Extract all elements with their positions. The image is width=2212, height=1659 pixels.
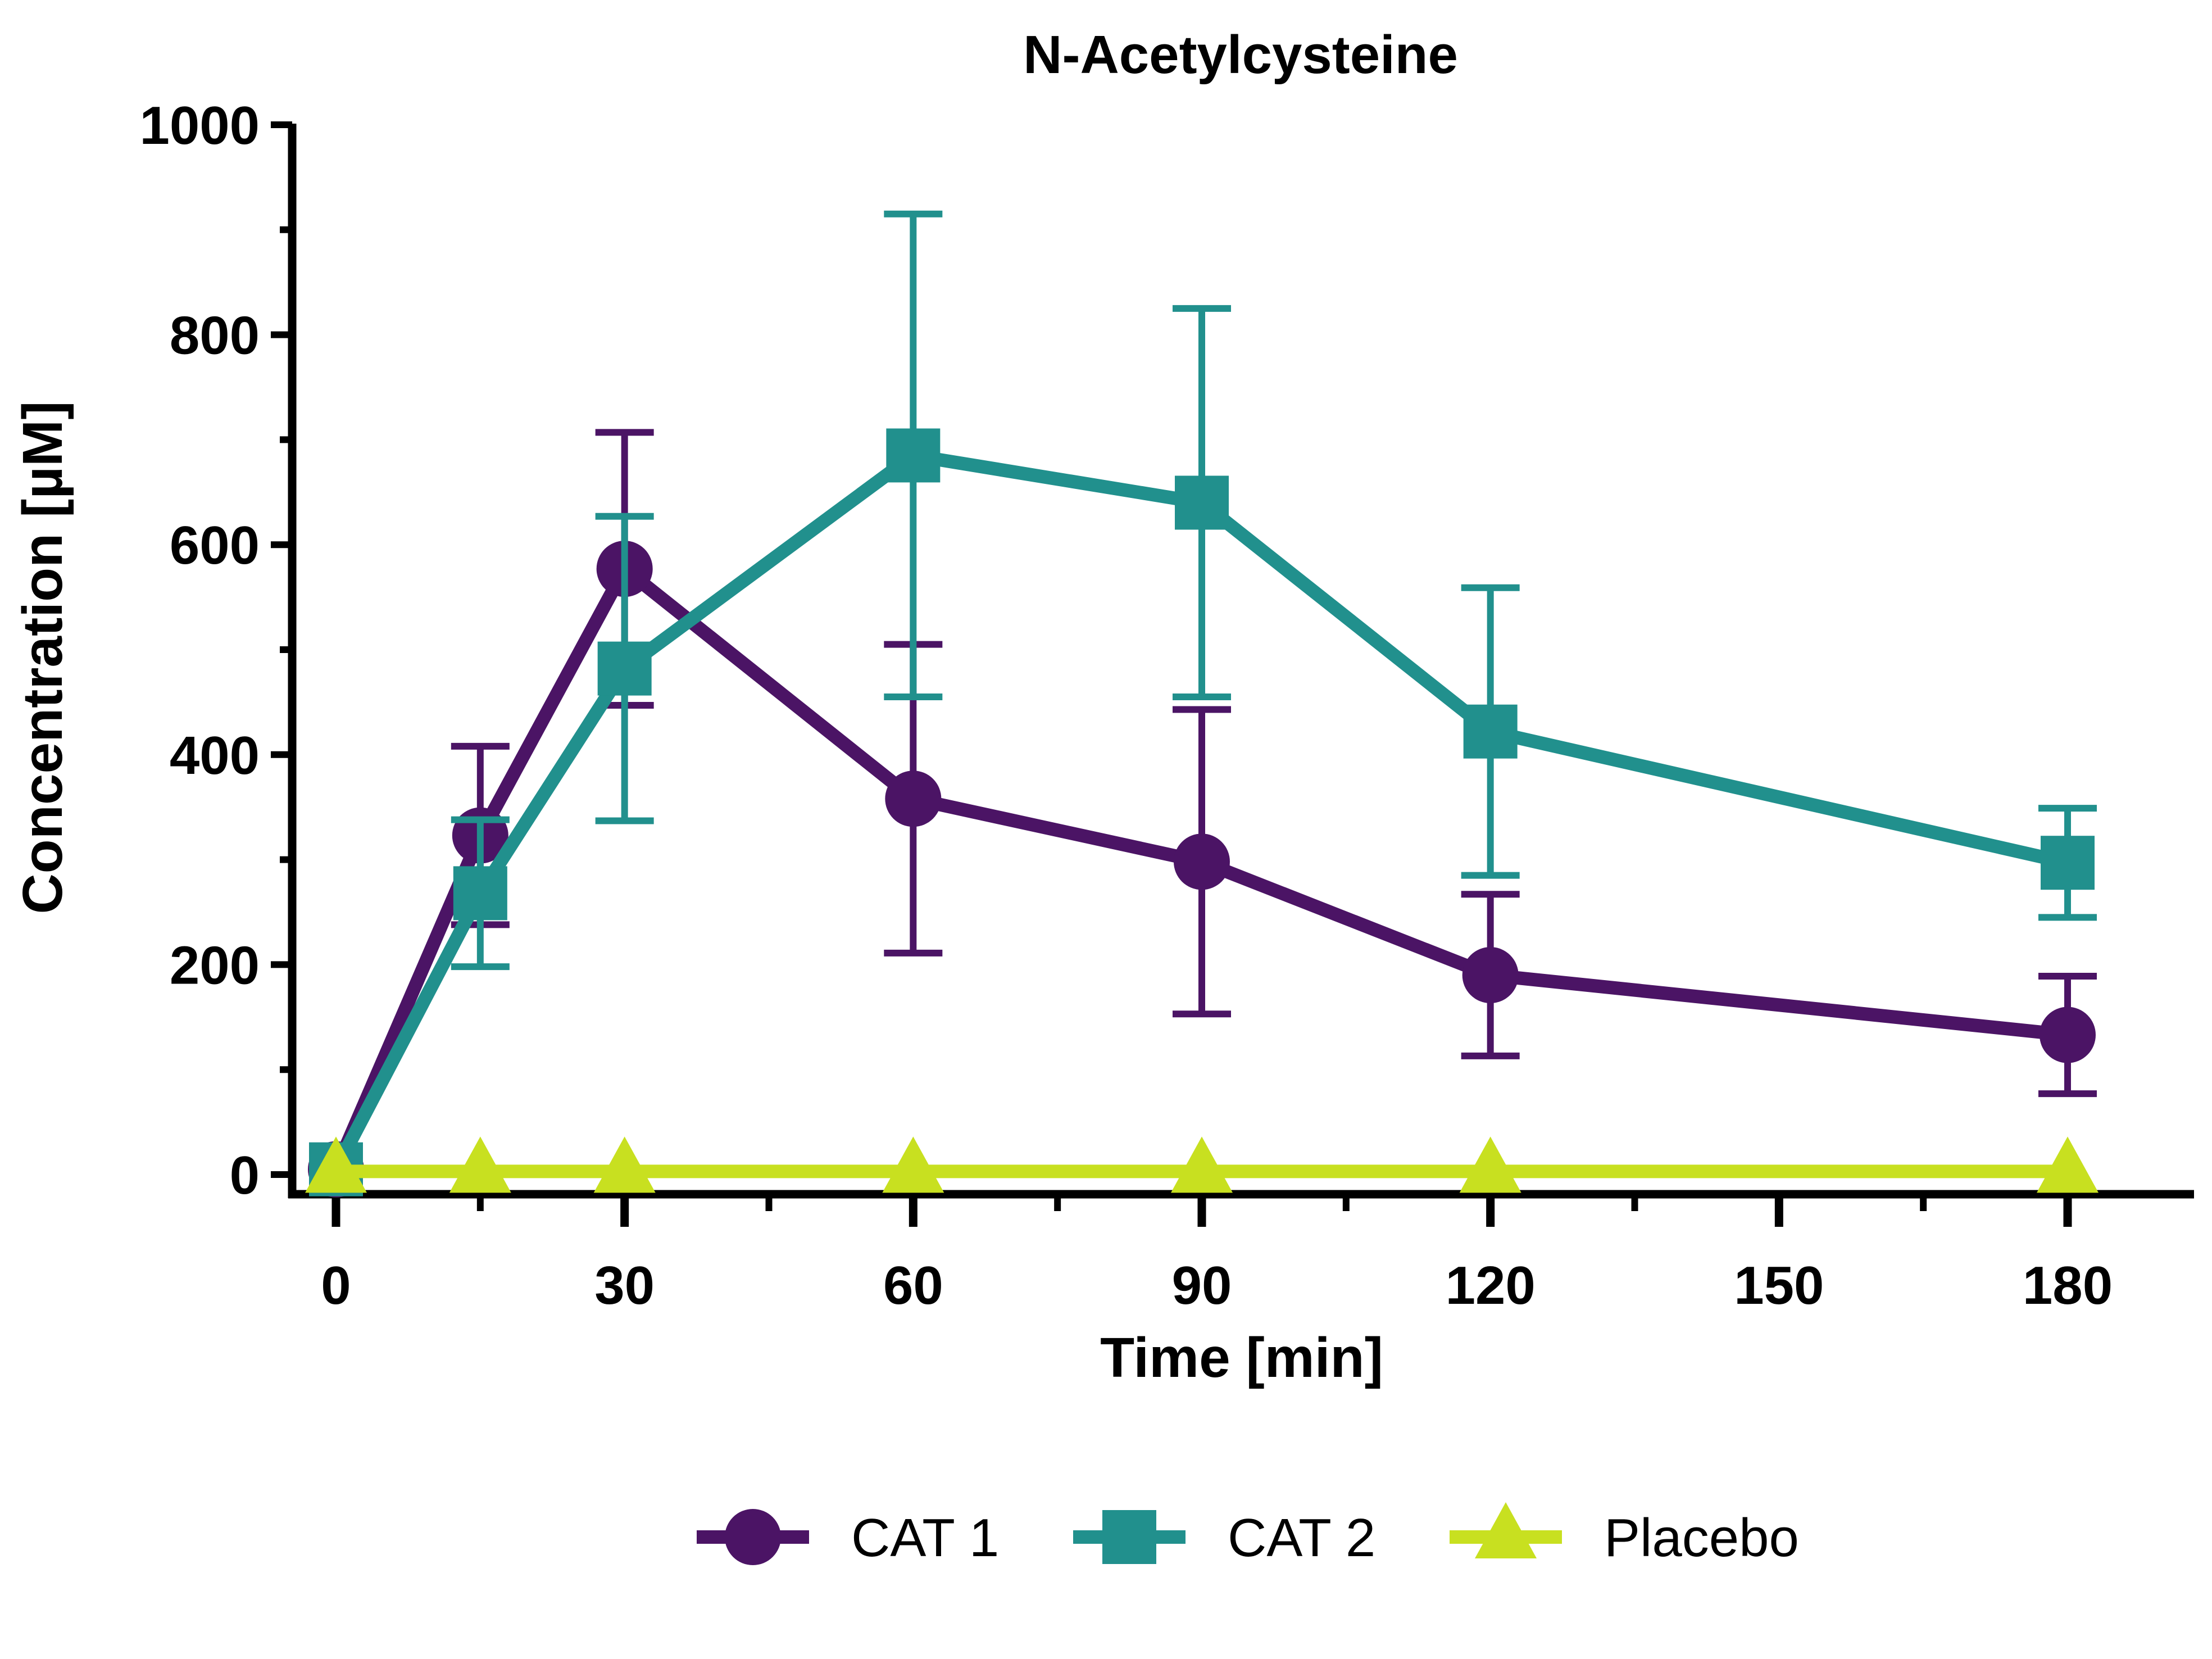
x-tick-label: 0 <box>321 1255 351 1316</box>
y-tick-label: 400 <box>170 726 260 786</box>
legend-label: CAT 2 <box>1228 1508 1375 1568</box>
data-point <box>1174 833 1230 890</box>
chart-title: N-Acetylcysteine <box>1023 25 1458 85</box>
series-placebo <box>305 1136 2099 1193</box>
legend-item-placebo: Placebo <box>1450 1502 1799 1568</box>
x-tick-label: 120 <box>1446 1255 1536 1316</box>
legend-label: Placebo <box>1604 1508 1799 1568</box>
y-tick-label: 200 <box>170 935 260 995</box>
data-point <box>1459 1136 1521 1193</box>
series-cat-2 <box>309 210 2097 1196</box>
data-point <box>2041 836 2095 890</box>
data-point <box>2037 1136 2099 1193</box>
x-tick-label: 180 <box>2023 1255 2113 1316</box>
x-tick-label: 90 <box>1172 1255 1232 1316</box>
legend: CAT 1 CAT 2 Placebo <box>697 1502 1799 1568</box>
series-layer <box>305 210 2099 1198</box>
data-point <box>593 1136 656 1193</box>
legend-marker <box>725 1509 781 1565</box>
data-point <box>597 641 652 696</box>
data-point <box>453 866 507 921</box>
legend-item-cat-1: CAT 1 <box>697 1508 999 1568</box>
x-tick-label: 60 <box>883 1255 943 1316</box>
data-point <box>885 770 942 827</box>
data-point <box>886 428 941 483</box>
data-point <box>1171 1136 1233 1193</box>
legend-label: CAT 1 <box>851 1508 999 1568</box>
data-point <box>882 1136 944 1193</box>
legend-marker <box>1102 1510 1156 1564</box>
y-tick-label: 1000 <box>139 96 260 156</box>
data-point <box>1463 704 1518 759</box>
plot-area: 0 200 400 600 800 1000 0 30 60 90 120 150 180 <box>139 96 2194 1316</box>
data-point <box>449 1136 511 1193</box>
y-tick-label: 600 <box>170 515 260 575</box>
data-point <box>1462 947 1519 1004</box>
x-tick-label: 150 <box>1734 1255 1824 1316</box>
data-point <box>305 1136 367 1193</box>
data-point <box>1175 475 1229 530</box>
y-tick-label: 800 <box>170 306 260 366</box>
y-tick-label: 0 <box>230 1145 260 1205</box>
axes: 0 200 400 600 800 1000 0 30 60 90 120 150 180 <box>139 96 2194 1316</box>
y-axis-label: Concentration [µM] <box>11 401 74 914</box>
data-point <box>2040 1007 2096 1063</box>
x-tick-label: 30 <box>594 1255 655 1316</box>
legend-marker <box>1475 1502 1537 1558</box>
x-axis-label: Time [min] <box>1100 1326 1383 1389</box>
legend-item-cat-2: CAT 2 <box>1073 1508 1375 1568</box>
